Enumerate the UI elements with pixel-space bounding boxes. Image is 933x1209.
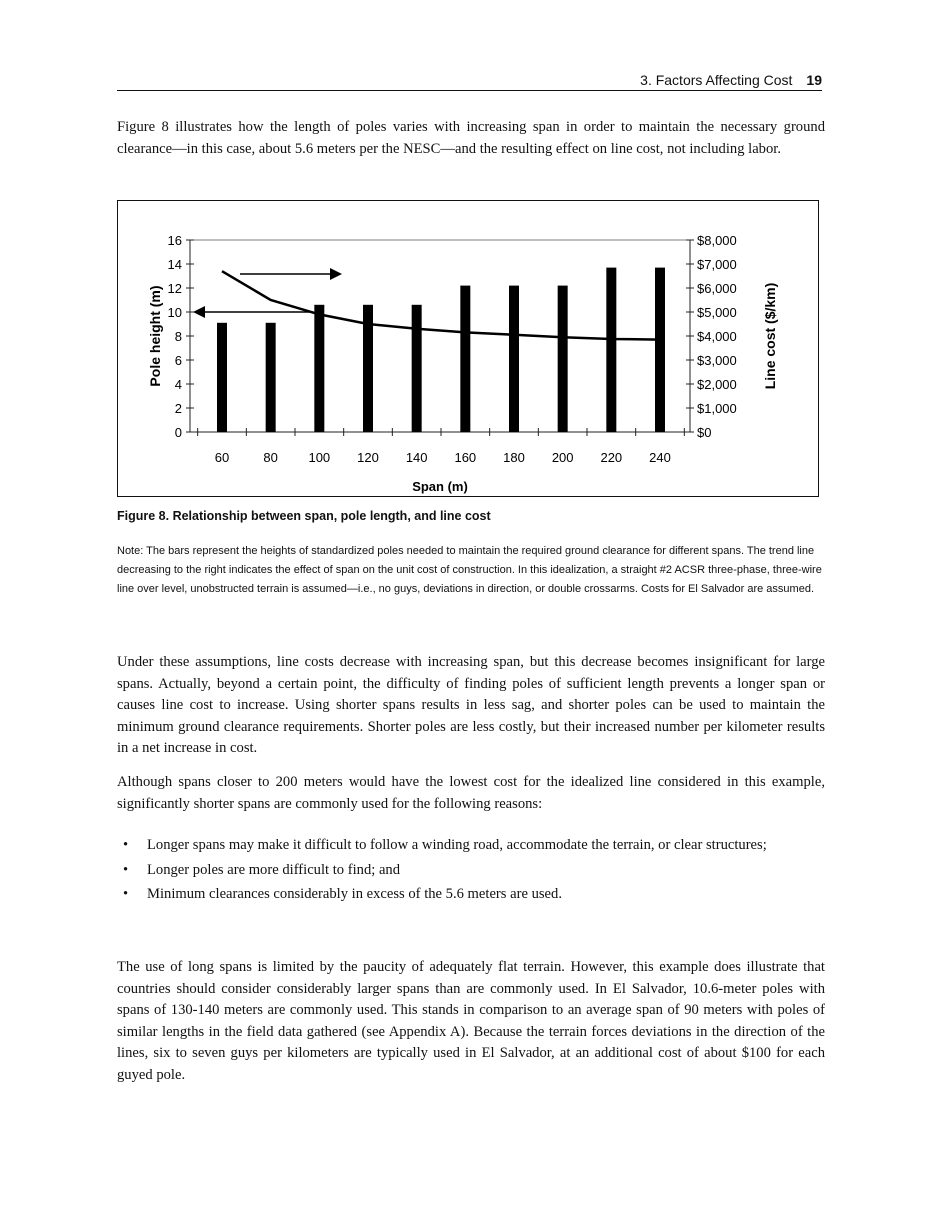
figure-note: Note: The bars represent the heights of …	[117, 545, 822, 595]
y2-axis-title: Line cost ($/km)	[762, 283, 778, 390]
x-tick-label: 240	[649, 450, 671, 465]
bar	[460, 285, 471, 432]
list-item: Minimum clearances considerably in exces…	[117, 884, 825, 906]
bar	[265, 322, 276, 432]
x-tick-label: 60	[215, 450, 229, 465]
figure-caption: Figure 8. Relationship between span, pol…	[117, 509, 491, 523]
list-item: Longer poles are more difficult to find;…	[117, 860, 825, 882]
paragraph-1: Under these assumptions, line costs decr…	[117, 654, 825, 756]
arrow-right-head	[330, 268, 342, 280]
cost-line	[221, 270, 661, 341]
y2-tick-label: $8,000	[697, 233, 737, 248]
x-tick-label: 80	[263, 450, 277, 465]
y-tick-label: 16	[168, 233, 182, 248]
x-tick-label: 180	[503, 450, 525, 465]
running-header: 3. Factors Affecting Cost 19	[117, 72, 822, 91]
bar	[557, 285, 568, 432]
bar	[314, 304, 325, 432]
bar	[411, 304, 422, 432]
y-tick-label: 0	[175, 425, 182, 440]
y2-tick-label: $7,000	[697, 257, 737, 272]
x-tick-label: 100	[308, 450, 330, 465]
y-tick-label: 14	[168, 257, 182, 272]
bar	[363, 304, 373, 432]
reasons-list: Longer spans may make it difficult to fo…	[117, 835, 825, 909]
y-tick-label: 2	[175, 401, 182, 416]
page-number: 19	[806, 72, 822, 88]
x-tick-label: 160	[454, 450, 476, 465]
y2-tick-label: $6,000	[697, 281, 737, 296]
bar	[655, 267, 665, 432]
chart: 0 2 4 6 8 10 12 14 16 $0 $1,000 $2,000 $3,000 $4,000 $…	[147, 233, 778, 494]
x-axis-title: Span (m)	[412, 479, 468, 494]
bar	[217, 322, 227, 432]
y-tick-label: 12	[168, 281, 182, 296]
intro-paragraph: Figure 8 illustrates how the length of p…	[117, 119, 825, 157]
y2-tick-label: $0	[697, 425, 711, 440]
y2-tick-label: $5,000	[697, 305, 737, 320]
paragraph-2: Although spans closer to 200 meters woul…	[117, 774, 825, 812]
y-tick-label: 6	[175, 353, 182, 368]
y2-tick-label: $1,000	[697, 401, 737, 416]
y2-tick-label: $3,000	[697, 353, 737, 368]
y-tick-label: 8	[175, 329, 182, 344]
bar	[509, 285, 519, 432]
paragraph-3: The use of long spans is limited by the …	[117, 959, 825, 1083]
x-tick-label: 220	[600, 450, 622, 465]
y2-tick-label: $2,000	[697, 377, 737, 392]
y-tick-label: 10	[168, 305, 182, 320]
x-tick-label: 120	[357, 450, 379, 465]
section-title: 3. Factors Affecting Cost	[640, 72, 793, 88]
arrow-left-head	[193, 306, 205, 318]
y2-tick-label: $4,000	[697, 329, 737, 344]
bar	[606, 267, 617, 432]
x-tick-label: 140	[406, 450, 428, 465]
y-axis-title: Pole height (m)	[147, 285, 163, 386]
x-tick-label: 200	[552, 450, 574, 465]
y-tick-label: 4	[175, 377, 182, 392]
list-item: Longer spans may make it difficult to fo…	[117, 835, 825, 857]
figure-box	[117, 200, 819, 497]
